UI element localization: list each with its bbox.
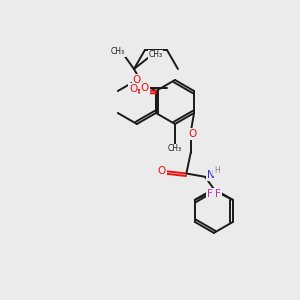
Text: O: O [158, 166, 166, 176]
Text: O: O [129, 84, 137, 94]
Text: H: H [214, 166, 220, 175]
Text: O: O [133, 75, 141, 85]
Text: O: O [189, 129, 197, 139]
Text: O: O [141, 83, 149, 93]
Text: F: F [207, 189, 213, 200]
Text: F: F [215, 189, 221, 200]
Text: CH₃: CH₃ [111, 47, 125, 56]
Text: N: N [207, 170, 215, 180]
Text: CH₃: CH₃ [168, 144, 182, 153]
Text: CH₃: CH₃ [148, 50, 162, 59]
